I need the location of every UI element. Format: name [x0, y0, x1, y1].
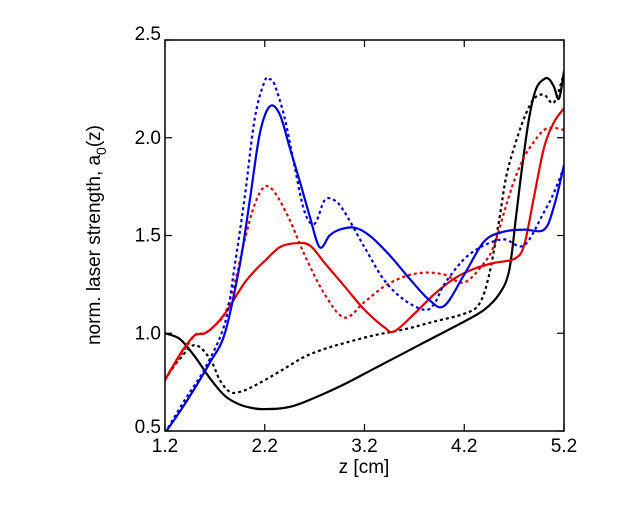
series-line-blue-dotted	[165, 76, 564, 431]
y-axis-label-subscript: 0	[93, 147, 109, 155]
plot-frame	[164, 39, 565, 432]
x-tick-label: 4.2	[451, 436, 477, 457]
y-tick-label: 1.0	[135, 323, 161, 344]
series-line-red-dotted	[165, 126, 564, 381]
x-axis-label: z [cm]	[339, 457, 390, 478]
y-tick-label: 1.5	[135, 226, 161, 247]
series-layer	[165, 70, 564, 431]
series-line-blue-solid	[165, 104, 564, 431]
y-tick-label: 2.0	[135, 128, 161, 149]
ticks-layer: 1.2 2.2 3.2 4.2 5.2 0.5 1.0 1.5 2.0 2.5	[135, 24, 578, 457]
y-tick-label: 2.5	[135, 24, 161, 45]
y-tick-label: 0.5	[135, 417, 161, 438]
y-axis-label-suffix: (z)	[84, 125, 105, 147]
series-line-red-solid	[165, 107, 564, 382]
y-axis-label-text: norm. laser strength, a	[84, 155, 105, 346]
x-tick-label: 1.2	[152, 436, 178, 457]
x-tick-label: 5.2	[551, 436, 577, 457]
y-axis-label: norm. laser strength, a0(z)	[84, 125, 109, 345]
x-tick-label: 3.2	[351, 436, 377, 457]
series-line-black-solid	[165, 70, 564, 411]
x-tick-label: 2.2	[252, 436, 278, 457]
